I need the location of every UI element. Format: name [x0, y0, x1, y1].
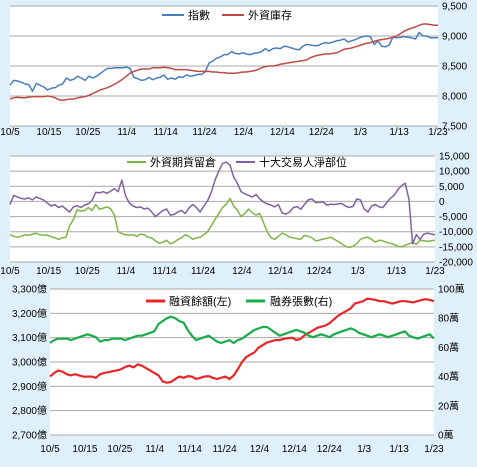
y-right-axis-ticks: 100萬 80萬 60萬 40萬 20萬 0萬	[438, 283, 465, 442]
futures-chart-svg: 15,000 10,000 5,000 0 -5,000 -10,000 -15,000 -2…	[0, 152, 473, 278]
y-tick-label: 40萬	[438, 370, 459, 383]
y-left-axis-ticks: 3,300億 3,200億 3,100億 3,000億 2,900億 2,800億 2,70…	[12, 283, 47, 442]
legend-label-index: 指數	[188, 8, 210, 22]
x-tick-10-15: 10/15	[36, 266, 61, 277]
y-tick-label: -20,000	[439, 258, 473, 269]
x-tick-12-4: 12/4	[232, 266, 252, 277]
futures-chart: 15,000 10,000 5,000 0 -5,000 -10,000 -15,000 -2…	[0, 145, 477, 280]
x-tick-10-5: 10/5	[0, 127, 20, 138]
series-line-1	[9, 161, 436, 245]
legend-label-short-lots: 融券張數(右)	[270, 294, 332, 308]
legend: 融資餘額(左) 融券張數(右)	[146, 294, 332, 308]
y-axis-ticks: 15,000 10,000 5,000 0 -5,000 -10,000 -15,000 -2…	[439, 152, 473, 269]
index-chart-svg: 9,500 9,000 8,500 8,000 7,500 10/5 10/15 10/25…	[0, 2, 467, 139]
gridlines	[10, 155, 435, 263]
x-tick-10-25: 10/25	[75, 127, 100, 138]
y-tick-label: 0	[439, 197, 445, 208]
legend-label-foreign-futures: 外資期貨留倉	[150, 155, 216, 169]
x-tick-11-14: 11/14	[177, 444, 202, 455]
x-tick-11-24: 11/24	[212, 444, 237, 455]
margin-chart: 3,300億 3,200億 3,100億 3,000億 2,900億 2,800億 2,70…	[0, 280, 477, 462]
x-tick-1-3: 1/3	[353, 127, 367, 138]
y-tick-label: 9,000	[442, 32, 467, 43]
y-tick-label: 100萬	[438, 283, 465, 296]
margin-chart-svg: 3,300億 3,200億 3,100億 3,000億 2,900億 2,800億 2,70…	[12, 283, 465, 456]
x-tick-12-24: 12/24	[317, 444, 342, 455]
series-line-0	[49, 297, 435, 384]
legend-label-margin-balance: 融資餘額(左)	[169, 294, 231, 308]
x-tick-10-25: 10/25	[107, 444, 132, 455]
x-tick-11-4: 11/4	[117, 127, 136, 138]
y-tick-label: -15,000	[439, 242, 473, 253]
gridlines	[10, 5, 438, 127]
series-line-0	[9, 197, 436, 249]
x-tick-12-14: 12/14	[270, 127, 295, 138]
y-left-tick-label: 3,300億	[12, 283, 47, 296]
legend-label-top10-traders: 十大交易人淨部位	[259, 155, 347, 169]
x-tick-12-14: 12/14	[268, 266, 293, 277]
y-left-tick-label: 2,800億	[12, 404, 47, 417]
x-tick-11-4: 11/4	[145, 444, 164, 455]
y-tick-label: 7,500	[442, 122, 467, 133]
y-tick-label: 10,000	[439, 167, 470, 178]
x-tick-1-23: 1/23	[428, 127, 448, 138]
x-tick-1-13: 1/13	[389, 444, 409, 455]
series-lines	[9, 23, 438, 101]
series-lines	[49, 297, 435, 384]
index-chart: 9,500 9,000 8,500 8,000 7,500 10/5 10/15 10/25…	[0, 0, 477, 145]
x-tick-1-23: 1/23	[424, 444, 444, 455]
x-tick-11-24: 11/24	[192, 127, 217, 138]
plot-area	[10, 156, 435, 262]
y-axis-ticks: 9,500 9,000 8,500 8,000 7,500	[442, 2, 467, 133]
x-tick-1-23: 1/23	[425, 266, 445, 277]
y-tick-label: 20萬	[438, 399, 459, 412]
y-left-tick-label: 3,000億	[12, 356, 47, 369]
y-left-tick-label: 3,100億	[12, 331, 47, 344]
y-tick-label: 15,000	[439, 152, 470, 163]
x-tick-12-14: 12/14	[282, 444, 307, 455]
x-tick-11-4: 11/4	[117, 266, 136, 277]
x-tick-12-24: 12/24	[307, 266, 332, 277]
y-tick-label: 5,000	[439, 182, 464, 193]
y-tick-label: -10,000	[439, 227, 473, 238]
y-left-tick-label: 2,700億	[12, 429, 47, 442]
y-left-tick-label: 3,200億	[12, 307, 47, 320]
series-line-0	[9, 31, 438, 92]
y-tick-label: 60萬	[438, 341, 459, 354]
x-tick-12-24: 12/24	[309, 127, 334, 138]
x-tick-11-24: 11/24	[191, 266, 216, 277]
x-tick-10-15: 10/15	[36, 127, 61, 138]
series-line-1	[49, 315, 435, 345]
x-tick-12-4: 12/4	[234, 127, 254, 138]
legend-label-foreign-inventory: 外資庫存	[248, 8, 292, 22]
x-tick-10-5: 10/5	[40, 444, 60, 455]
y-tick-label: 80萬	[438, 312, 459, 325]
x-tick-11-14: 11/14	[153, 127, 178, 138]
y-tick-label: -5,000	[439, 212, 468, 223]
x-tick-1-3: 1/3	[351, 266, 365, 277]
legend: 指數 外資庫存	[162, 8, 292, 22]
x-tick-11-14: 11/14	[152, 266, 177, 277]
y-tick-label: 8,500	[442, 62, 467, 73]
y-tick-label: 0萬	[438, 429, 454, 442]
y-tick-label: 8,000	[442, 92, 467, 103]
y-left-tick-label: 2,900億	[12, 380, 47, 393]
x-tick-10-25: 10/25	[75, 266, 100, 277]
series-lines	[9, 161, 436, 249]
x-tick-10-5: 10/5	[0, 266, 20, 277]
x-tick-10-15: 10/15	[72, 444, 97, 455]
y-tick-label: 9,500	[442, 2, 467, 13]
x-tick-12-4: 12/4	[250, 444, 270, 455]
x-axis-ticks: 10/5 10/15 10/25 11/4 11/14 11/24 12/4 12/14 12/…	[0, 127, 448, 138]
x-axis-ticks: 10/5 10/15 10/25 11/4 11/14 11/24 12/4 12/14 12/…	[0, 266, 445, 277]
series-line-1	[9, 23, 438, 101]
x-axis-ticks: 10/5 10/15 10/25 11/4 11/14 11/24 12/4 12/14 12/…	[40, 444, 444, 455]
x-tick-1-3: 1/3	[357, 444, 371, 455]
x-tick-1-13: 1/13	[389, 127, 409, 138]
x-tick-1-13: 1/13	[387, 266, 407, 277]
legend: 外資期貨留倉 十大交易人淨部位	[127, 155, 347, 169]
